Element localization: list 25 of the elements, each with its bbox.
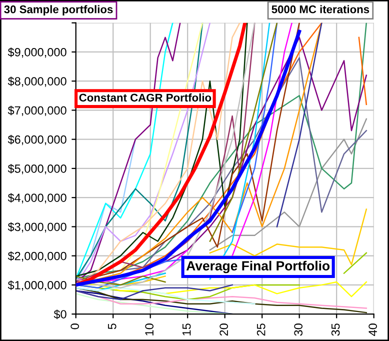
y-tick-label: $7,000,000 [8,106,66,116]
y-tick-label: $6,000,000 [8,134,66,146]
series-label: Average Final Portfolio [186,260,330,274]
y-tick-label: $0 [54,310,66,320]
line-series [76,287,256,304]
x-tick-label: 25 [256,324,266,336]
x-tick-label: 30 [294,324,303,336]
x-tick-label: 15 [182,324,191,336]
x-tick-label: 5 [108,324,116,330]
y-tick-label: $8,000,000 [8,76,66,87]
y-tick-label: $4,000,000 [8,193,66,204]
x-tick-label: 10 [145,324,154,336]
y-tick-label: $1,000,000 [8,280,66,291]
y-tick-label: $2,000,000 [8,251,66,262]
text: 30 Sample portfolios [4,5,113,16]
x-tick-label: 40 [368,324,377,336]
line-series [76,287,368,314]
text: 5000 MC iterations [272,5,370,14]
series-label: Constant CAGR Portfolio [79,93,212,102]
x-tick-label: 0 [70,324,80,330]
x-tick-label: 20 [220,324,228,336]
y-tick-label: $5,000,000 [8,164,66,174]
y-tick-label: $3,000,000 [8,222,66,232]
x-tick-label: 35 [331,324,340,336]
y-tick-label: $9,000,000 [8,48,66,58]
